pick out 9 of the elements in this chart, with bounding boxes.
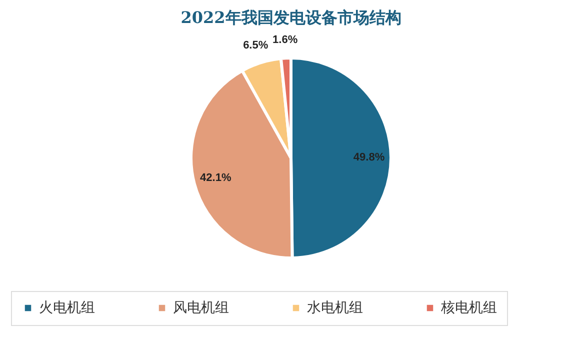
legend-label: 核电机组 xyxy=(440,300,497,316)
legend-label: 风电机组 xyxy=(173,300,229,316)
data-label: 49.8% xyxy=(353,152,385,164)
data-label: 6.5% xyxy=(243,39,268,52)
legend-label: 火电机组 xyxy=(39,300,95,316)
chart-title: 2022年我国发电设备市场结构 xyxy=(180,8,402,28)
legend-label: 水电机组 xyxy=(307,300,363,316)
data-label: 42.1% xyxy=(200,172,232,184)
data-label: 1.6% xyxy=(272,34,298,46)
